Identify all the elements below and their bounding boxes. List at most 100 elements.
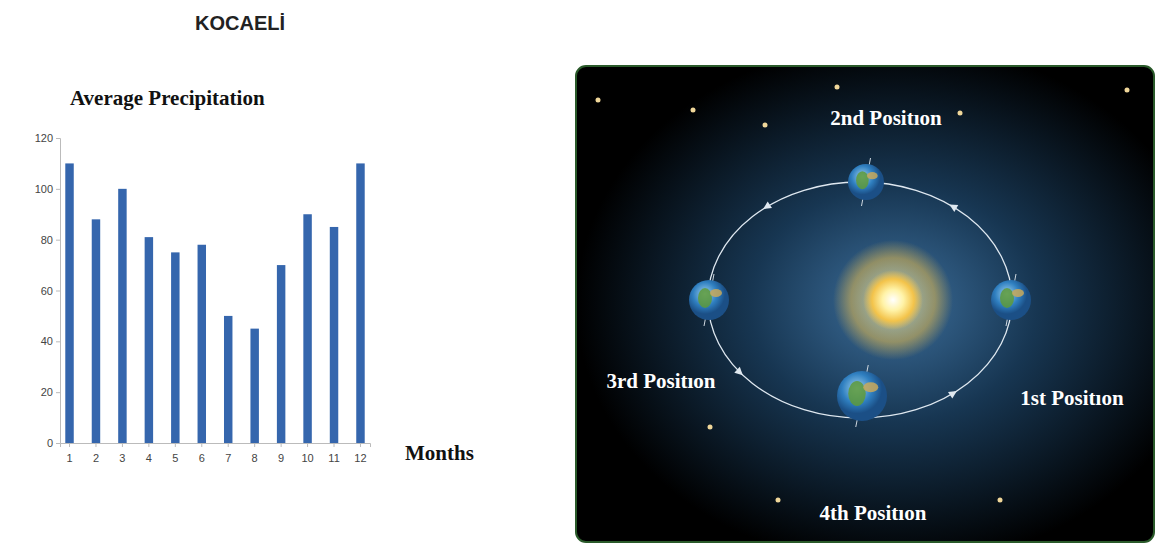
position-label: 3rd Positıon <box>606 369 715 393</box>
earth-globe <box>837 371 887 421</box>
orbit-arrow <box>948 388 959 399</box>
earth-globe <box>991 280 1031 320</box>
x-tick-mark <box>175 443 176 447</box>
y-tick-label: 40 <box>41 335 53 347</box>
x-tick-mark <box>201 443 202 447</box>
x-tick: 9 <box>278 443 284 464</box>
x-tick-mark <box>148 443 149 447</box>
earth-land <box>856 171 869 189</box>
sun-glow <box>833 240 953 360</box>
orbit-diagram: 1st Positıon 2nd Positıon 3rd Positıon 4th … <box>576 66 1154 542</box>
earth-land <box>867 172 878 179</box>
y-tick: 100 <box>35 183 60 195</box>
y-tick-mark <box>56 291 60 292</box>
y-tick-mark <box>56 138 60 139</box>
y-tick-mark <box>56 392 60 393</box>
x-axis-line <box>61 444 371 448</box>
x-tick-label: 7 <box>225 452 231 464</box>
y-tick: 80 <box>41 234 60 246</box>
x-tick-label: 9 <box>278 452 284 464</box>
x-tick-label: 6 <box>199 452 205 464</box>
x-tick-label: 3 <box>119 452 125 464</box>
x-tick: 11 <box>328 443 339 464</box>
x-tick: 5 <box>172 443 178 464</box>
y-tick: 0 <box>47 437 60 449</box>
bar <box>198 245 206 443</box>
orbit-arrow <box>761 201 772 212</box>
x-tick-label: 5 <box>172 452 178 464</box>
y-tick: 120 <box>35 132 60 144</box>
sun <box>863 270 923 330</box>
star <box>958 111 963 116</box>
bar <box>330 227 338 443</box>
star <box>1125 88 1130 93</box>
orbit-arrow <box>734 367 745 378</box>
earth-land <box>710 289 722 297</box>
earth <box>991 274 1031 326</box>
y-tick-mark <box>56 240 60 241</box>
earth-land <box>1000 288 1014 308</box>
x-tick-mark <box>360 443 361 447</box>
x-tick-mark <box>334 443 335 447</box>
earth-land <box>698 288 712 308</box>
x-tick-label: 11 <box>328 452 339 464</box>
chart-subtitle: Average Precipitation <box>70 86 265 110</box>
x-tick: 12 <box>354 443 366 464</box>
x-tick-label: 1 <box>66 452 72 464</box>
x-axis-title: Months <box>405 441 474 465</box>
bar <box>92 219 100 443</box>
earth <box>837 365 887 427</box>
star <box>763 123 768 128</box>
x-tick-mark <box>122 443 123 447</box>
position-label: 1st Positıon <box>1020 386 1124 410</box>
x-tick: 6 <box>199 443 205 464</box>
star <box>776 498 781 503</box>
y-tick-label: 120 <box>35 132 53 144</box>
x-tick-mark <box>95 443 96 447</box>
earth-globe <box>848 164 884 200</box>
x-tick-label: 8 <box>252 452 258 464</box>
panel-background <box>576 66 1154 542</box>
x-tick: 3 <box>119 443 125 464</box>
bar <box>277 265 285 443</box>
star <box>835 85 840 90</box>
x-tick-mark <box>254 443 255 447</box>
x-axis: 123456789101112 <box>61 443 371 464</box>
page: KOCAELİAverage Precipitation020406080100… <box>0 0 1159 546</box>
y-tick-mark <box>56 341 60 342</box>
x-tick-label: 2 <box>93 452 99 464</box>
bar <box>224 316 232 443</box>
x-tick: 4 <box>146 443 152 464</box>
position-label: 4th Positıon <box>820 501 927 525</box>
y-tick: 60 <box>41 285 60 297</box>
y-tick-label: 60 <box>41 285 53 297</box>
bar <box>171 252 179 443</box>
x-tick: 2 <box>93 443 99 464</box>
y-tick-mark <box>56 443 60 444</box>
bar <box>303 214 311 443</box>
y-tick-mark <box>56 189 60 190</box>
orbit <box>708 182 1012 418</box>
x-tick-mark <box>228 443 229 447</box>
x-tick: 8 <box>252 443 258 464</box>
y-tick-label: 0 <box>47 437 53 449</box>
bar <box>118 189 126 443</box>
earth <box>689 274 729 326</box>
x-tick-mark <box>307 443 308 447</box>
x-tick-mark <box>69 443 70 447</box>
earth <box>848 158 884 206</box>
y-axis: 020406080100120 <box>35 132 61 449</box>
y-tick-label: 100 <box>35 183 53 195</box>
position-label: 2nd Positıon <box>830 106 942 130</box>
star <box>708 425 713 430</box>
bars <box>65 163 364 443</box>
bar <box>65 163 73 443</box>
x-tick-label: 4 <box>146 452 152 464</box>
earth-land <box>863 382 878 392</box>
y-tick: 40 <box>41 335 60 347</box>
earth-globe <box>689 280 729 320</box>
bar <box>356 163 364 443</box>
x-tick-mark <box>281 443 282 447</box>
orbit-arrow <box>947 201 958 212</box>
star <box>596 98 601 103</box>
